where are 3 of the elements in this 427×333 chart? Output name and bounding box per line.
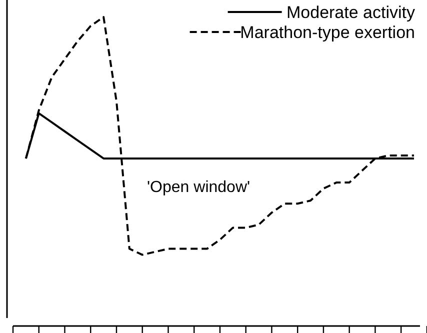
legend-label: Marathon-type exertion: [240, 23, 415, 42]
annotation: 'Open window': [147, 179, 250, 196]
legend-label: Moderate activity: [286, 3, 416, 22]
